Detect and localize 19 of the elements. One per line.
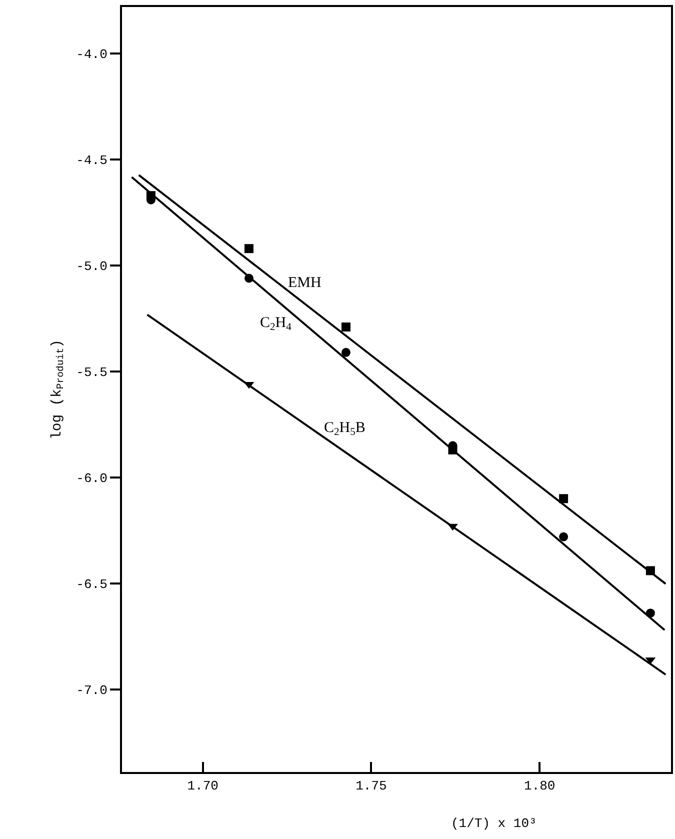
y-tick-label: -4.5 bbox=[76, 153, 108, 168]
x-tick-label: 1.70 bbox=[187, 778, 218, 794]
series-label: EMH bbox=[288, 275, 322, 291]
series-label: C$_{2}$H$_{5}$B bbox=[324, 420, 366, 438]
y-tick-label: -5.0 bbox=[76, 259, 108, 274]
y-tick-label: -6.5 bbox=[76, 576, 108, 592]
x-axis-title: (1/T) x 10³ bbox=[451, 816, 537, 831]
x-tick-label: 1.80 bbox=[524, 778, 556, 794]
point bbox=[341, 322, 350, 332]
point bbox=[559, 532, 568, 542]
point bbox=[559, 494, 568, 504]
series-label: C$_{2}$H$_{4}$ bbox=[260, 315, 292, 334]
point bbox=[244, 244, 254, 254]
point bbox=[341, 348, 350, 357]
y-tick-label: -4.0 bbox=[76, 47, 108, 62]
y-tick-label: -5.5 bbox=[76, 365, 108, 380]
y-tick-label: -7.0 bbox=[76, 682, 108, 698]
x-tick-label: 1.75 bbox=[356, 778, 387, 794]
y-tick-label: -6.0 bbox=[76, 470, 108, 486]
